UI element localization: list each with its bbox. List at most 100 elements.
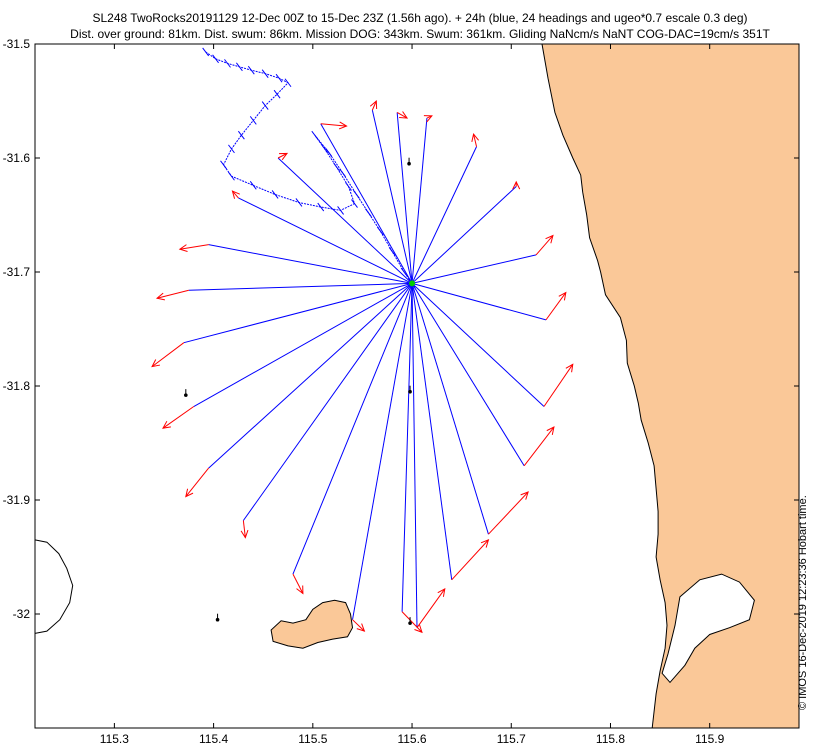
land-layer — [34, 43, 800, 729]
waypoint-marker — [184, 393, 188, 397]
current-arrow-21 — [277, 152, 289, 161]
x-tick-label: 115.7 — [497, 732, 526, 746]
projection-line-23 — [371, 110, 413, 284]
y-tick-label: -31.6 — [3, 151, 31, 165]
track-heading-tick — [228, 144, 235, 154]
arrow-head — [185, 488, 194, 498]
arrow-shaft — [545, 292, 567, 321]
arrow-head — [480, 539, 490, 548]
current-arrow-9 — [451, 539, 490, 581]
arrow-shaft — [242, 520, 246, 538]
arrow-shaft — [277, 152, 288, 159]
x-tick-label: 115.6 — [397, 732, 426, 746]
arrow-shaft — [523, 426, 555, 467]
track-heading-tick — [400, 267, 408, 277]
arrow-shaft — [151, 342, 185, 368]
projection-line-2 — [411, 146, 477, 284]
current-arrow-19 — [178, 244, 209, 252]
track-heading-tick — [235, 62, 243, 72]
arrow-shaft — [401, 611, 423, 633]
track-heading-tick — [261, 69, 269, 78]
current-arrow-7 — [523, 426, 555, 467]
current-arrow-12 — [352, 619, 366, 632]
current-arrow-17 — [151, 342, 185, 368]
track-heading-tick — [333, 162, 341, 172]
track-heading-tick — [351, 199, 358, 208]
arrow-head — [155, 292, 165, 301]
current-arrow-24 — [396, 111, 409, 119]
arrow-head — [414, 624, 423, 634]
current-arrow-5 — [545, 291, 567, 321]
arrow-head — [296, 585, 304, 595]
track-heading-tick — [249, 181, 257, 190]
track-heading-tick — [273, 89, 281, 99]
chart-title-line-2: Dist. over ground: 81km. Dist. swum: 86k… — [70, 27, 770, 41]
projection-line-5 — [411, 282, 547, 321]
projection-line-11 — [401, 283, 413, 612]
arrow-shaft — [292, 573, 304, 594]
arrow-head — [240, 529, 249, 539]
track-heading-tick — [337, 206, 345, 215]
projection-lines-layer — [183, 110, 547, 628]
arrow-shaft — [156, 289, 189, 299]
current-arrow-23 — [369, 99, 378, 111]
projection-line-16 — [193, 282, 413, 407]
arrow-head — [471, 132, 479, 142]
arrow-head — [558, 291, 567, 301]
projection-line-22 — [320, 123, 413, 284]
arrow-head — [231, 190, 241, 199]
arrow-shaft — [179, 244, 209, 250]
projection-line-18 — [188, 282, 413, 291]
arrow-head — [399, 111, 409, 119]
arrow-shaft — [162, 406, 195, 429]
projection-line-6 — [411, 283, 545, 407]
arrow-head — [423, 115, 433, 123]
track-heading-tick — [364, 208, 372, 218]
x-tick-label: 115.9 — [695, 732, 724, 746]
arrow-head — [512, 180, 521, 190]
track-heading-tick — [224, 59, 231, 68]
arrow-head — [546, 426, 555, 435]
swan-river-estuary — [661, 573, 755, 684]
projection-line-21 — [277, 157, 413, 284]
arrow-shaft — [371, 100, 377, 111]
current-arrow-4 — [535, 234, 554, 256]
track-heading-tick — [376, 226, 384, 236]
arrow-shaft — [232, 190, 239, 199]
track-heading-tick — [325, 148, 333, 157]
track-heading-tick — [317, 202, 325, 212]
past-track-line — [205, 51, 413, 284]
arrow-head — [356, 623, 366, 632]
projection-line-7 — [411, 283, 525, 467]
arrow-shaft — [543, 364, 574, 407]
track-heading-tick — [261, 101, 269, 110]
arrow-shaft — [488, 491, 529, 535]
arrow-shaft — [451, 539, 489, 581]
arrow-head — [338, 121, 348, 130]
projection-line-4 — [411, 254, 537, 284]
axis-ticks-layer: 115.3 115.4 115.5 115.6 115.7 115.8 115.9 -31.5… — [3, 37, 799, 746]
waypoint-marker — [408, 621, 412, 625]
track-heading-tick — [321, 144, 329, 154]
waypoint-marker — [408, 389, 412, 394]
waypoint-marker — [407, 161, 411, 166]
track-heading-tick — [275, 73, 283, 83]
glider-current-position — [409, 280, 416, 287]
arrow-head — [545, 234, 554, 244]
y-tick-label: -31.5 — [3, 37, 31, 51]
mainland-landmass — [541, 43, 800, 729]
arrow-head — [162, 420, 171, 429]
projection-line-24 — [396, 112, 413, 284]
track-heading-tick — [311, 130, 319, 140]
projection-line-3 — [411, 186, 517, 284]
current-arrow-18 — [155, 289, 189, 301]
current-arrow-14 — [240, 520, 249, 539]
track-heading-tick — [353, 190, 360, 199]
timestamp-note: © IMOS 16-Dec-2019 12:23:36 Hobart time. — [797, 495, 809, 710]
projection-line-8 — [411, 283, 489, 535]
current-arrow-6 — [543, 363, 574, 407]
garden-island-outline — [34, 539, 74, 634]
x-tick-label: 115.8 — [596, 732, 625, 746]
current-arrow-11 — [401, 611, 423, 634]
